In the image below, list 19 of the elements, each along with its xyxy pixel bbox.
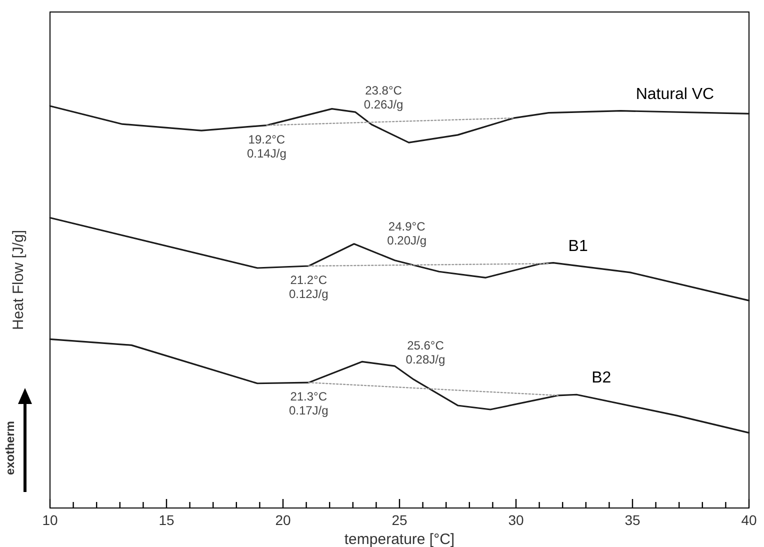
series-label: B2 <box>592 370 612 387</box>
annotation: 21.2°C 0.12J/g <box>288 272 328 301</box>
x-tick-label: 25 <box>392 512 408 528</box>
x-tick-label: 20 <box>275 512 291 528</box>
y-axis-title: Heat Flow [J/g] <box>10 230 27 330</box>
x-axis-title: temperature [°C] <box>344 531 455 547</box>
x-tick-label: 30 <box>508 512 524 528</box>
annotation: 25.6°C 0.28J/g <box>406 338 446 366</box>
annotation: 21.3°C 0.17J/g <box>288 390 328 418</box>
annotation: 24.9°C 0.20J/g <box>387 219 427 248</box>
annotation: 19.2°C 0.14J/g <box>247 132 286 160</box>
x-tick-label: 15 <box>158 512 174 528</box>
x-tick-label: 35 <box>624 512 640 528</box>
x-tick-label: 10 <box>42 512 58 528</box>
series-label: Natural VC <box>636 86 714 103</box>
series-label: B1 <box>568 238 588 255</box>
text: exotherm <box>3 420 17 476</box>
annotation: 23.8°C 0.26J/g <box>364 83 404 112</box>
x-tick-label: 40 <box>741 512 757 528</box>
